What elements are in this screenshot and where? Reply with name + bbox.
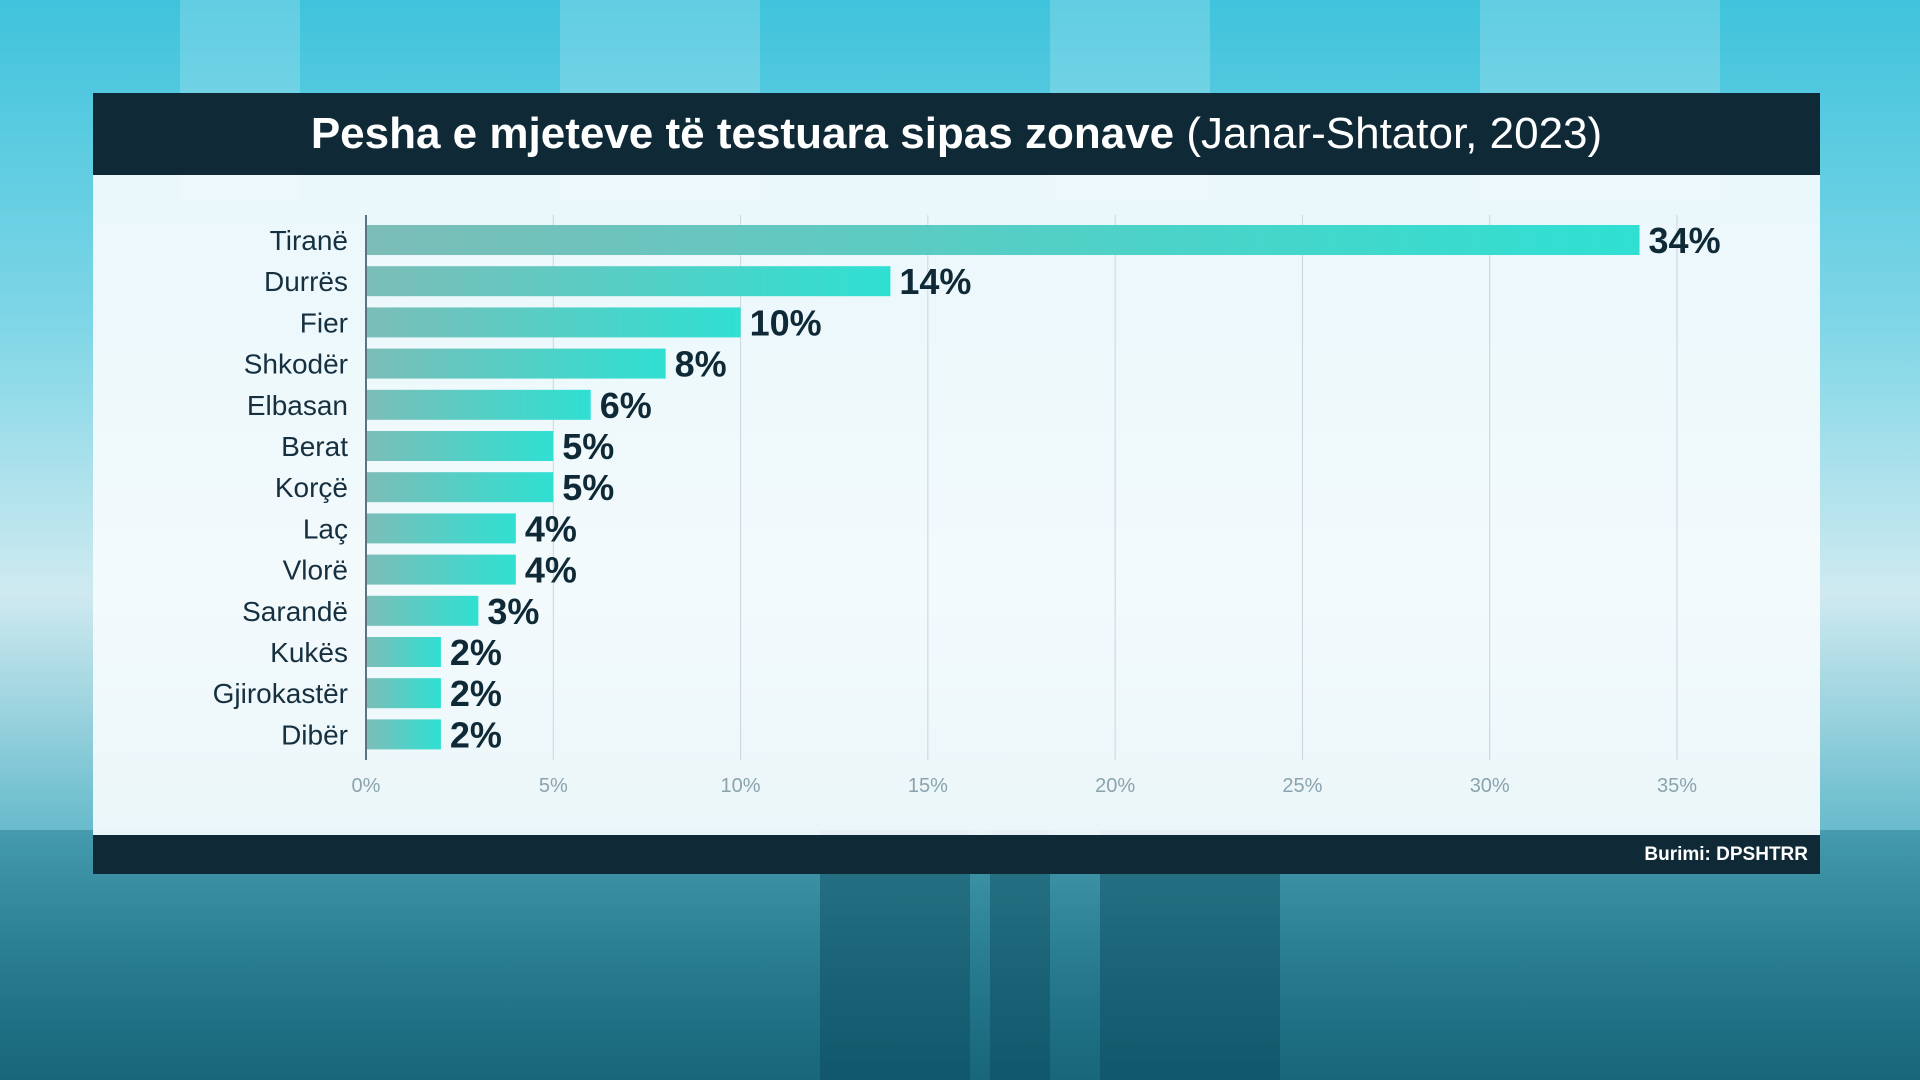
value-label: 2%: [450, 714, 502, 755]
chart-plot-area: 0% 5% 10% 15% 20% 25% 30% 35% Tiranë 34% Durrës 14%…: [93, 175, 1820, 835]
chart-panel: Pesha e mjeteve të testuara sipas zonave…: [93, 93, 1820, 874]
bar: [367, 554, 516, 585]
x-tick-label: 10%: [721, 775, 761, 797]
value-label: 2%: [450, 632, 502, 673]
x-tick-label: 20%: [1095, 775, 1135, 797]
bar: [367, 389, 591, 420]
source-label: Burimi: DPSHTRR: [1644, 844, 1808, 865]
value-label: 5%: [562, 426, 614, 467]
bar: [367, 431, 554, 461]
value-label: 2%: [450, 673, 502, 714]
category-label: Berat: [281, 431, 348, 462]
x-tick-label: 25%: [1282, 775, 1322, 797]
bar: [367, 637, 441, 667]
value-label: 14%: [899, 261, 971, 302]
bar: [367, 472, 554, 503]
bar: [367, 225, 1640, 255]
bar: [367, 719, 441, 750]
bar: [367, 678, 441, 709]
value-label: 8%: [675, 344, 727, 385]
chart-title-subtitle: (Janar-Shtator, 2023): [1186, 109, 1603, 158]
category-label: Gjirokastër: [213, 678, 348, 709]
category-label: Shkodër: [244, 349, 348, 380]
bar: [367, 266, 891, 297]
category-label: Laç: [303, 513, 348, 544]
value-label: 10%: [750, 302, 822, 343]
category-label: Kukës: [270, 637, 348, 668]
bar: [367, 348, 666, 379]
category-label: Tiranë: [270, 225, 348, 256]
category-label: Durrës: [264, 266, 348, 297]
bar: [367, 513, 516, 544]
category-label: Korçë: [275, 472, 348, 503]
chart-title-main: Pesha e mjeteve të testuara sipas zonave: [310, 109, 1175, 158]
category-label: Fier: [300, 307, 348, 338]
value-label: 34%: [1649, 220, 1721, 261]
bar: [367, 307, 741, 338]
category-label: Dibër: [281, 719, 348, 750]
category-label: Elbasan: [247, 390, 348, 421]
value-label: 5%: [562, 467, 614, 508]
chart-title: Pesha e mjeteve të testuara sipas zonave…: [93, 93, 1820, 175]
value-label: 6%: [600, 385, 652, 426]
value-label: 3%: [487, 591, 539, 632]
bar-chart: 0% 5% 10% 15% 20% 25% 30% 35% Tiranë 34% Durrës 14%…: [213, 215, 1721, 797]
category-label: Sarandë: [242, 596, 348, 627]
category-label: Vlorë: [283, 555, 348, 586]
value-label: 4%: [525, 508, 577, 549]
x-tick-label: 30%: [1470, 775, 1510, 797]
bar: [367, 595, 479, 626]
chart-footer: Burimi: DPSHTRR: [93, 835, 1820, 874]
x-tick-label: 5%: [539, 775, 568, 797]
x-tick-label: 15%: [908, 775, 948, 797]
x-tick-label: 35%: [1657, 775, 1697, 797]
value-label: 4%: [525, 550, 577, 591]
x-tick-label: 0%: [352, 775, 381, 797]
